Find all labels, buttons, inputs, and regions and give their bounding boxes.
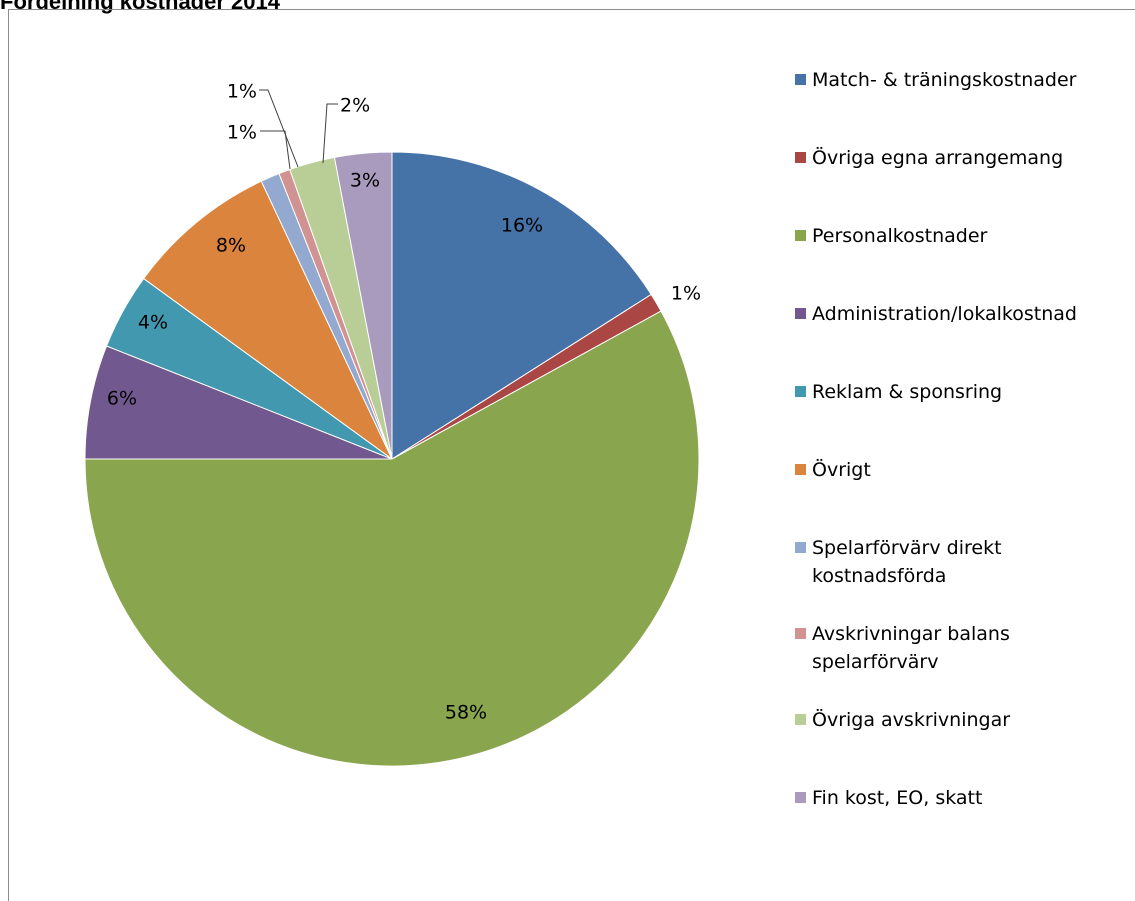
slice-label-2: 1% (671, 283, 701, 305)
legend-label: Avskrivningar balans spelarförvärv (812, 623, 1010, 673)
legend-label: Övriga egna arrangemang (812, 147, 1064, 169)
pie-slice-3 (84, 310, 700, 767)
legend-item-10: Fin kost, EO, skatt (795, 784, 1131, 812)
pie-slice-1 (391, 151, 652, 460)
legend-label: Reklam & sponsring (812, 381, 1003, 403)
legend-item-1: Match- & träningskostnader (795, 66, 1131, 94)
legend-label: Spelarförvärv direkt kostnadsförda (812, 537, 1002, 587)
legend-item-3: Personalkostnader (795, 222, 1131, 250)
legend-label: Övriga avskrivningar (812, 709, 1011, 731)
slice-label-8: 1% (227, 81, 257, 103)
legend-swatch (795, 308, 806, 319)
slice-label-7: 1% (227, 122, 257, 144)
legend-item-4: Administration/lokalkostnad (795, 300, 1131, 328)
slice-label-9: 2% (340, 95, 370, 117)
legend-swatch (795, 152, 806, 163)
legend-swatch (795, 74, 806, 85)
legend-item-5: Reklam & sponsring (795, 378, 1131, 406)
pie-slice-10 (333, 151, 393, 460)
legend-item-9: Övriga avskrivningar (795, 706, 1131, 734)
legend-swatch (795, 792, 806, 803)
legend-swatch (795, 386, 806, 397)
slice-label-6: 8% (216, 235, 246, 257)
legend-item-6: Övrigt (795, 456, 1131, 484)
legend-label: Administration/lokalkostnad (812, 303, 1077, 325)
pie-slice-6 (142, 180, 393, 460)
legend-item-8: Avskrivningar balans spelarförvärv (795, 620, 1131, 676)
legend-label: Fin kost, EO, skatt (812, 787, 983, 809)
slice-label-4: 6% (107, 388, 137, 410)
legend-swatch (795, 628, 806, 639)
legend-swatch (795, 542, 806, 553)
leader-line-7 (260, 130, 291, 170)
slice-label-3: 58% (445, 702, 487, 724)
legend-label: Övrigt (812, 459, 871, 481)
slice-label-10: 3% (350, 170, 380, 192)
legend-label: Match- & träningskostnader (812, 69, 1077, 91)
legend-item-2: Övriga egna arrangemang (795, 144, 1131, 172)
leader-line-9 (322, 103, 338, 164)
leader-line-8 (259, 89, 299, 168)
slice-label-1: 16% (501, 215, 543, 237)
legend-item-7: Spelarförvärv direkt kostnadsförda (795, 534, 1131, 590)
legend-label: Personalkostnader (812, 225, 988, 247)
chart-frame (8, 9, 1135, 901)
legend-swatch (795, 464, 806, 475)
slice-label-5: 4% (138, 312, 168, 334)
legend-swatch (795, 714, 806, 725)
legend-swatch (795, 230, 806, 241)
